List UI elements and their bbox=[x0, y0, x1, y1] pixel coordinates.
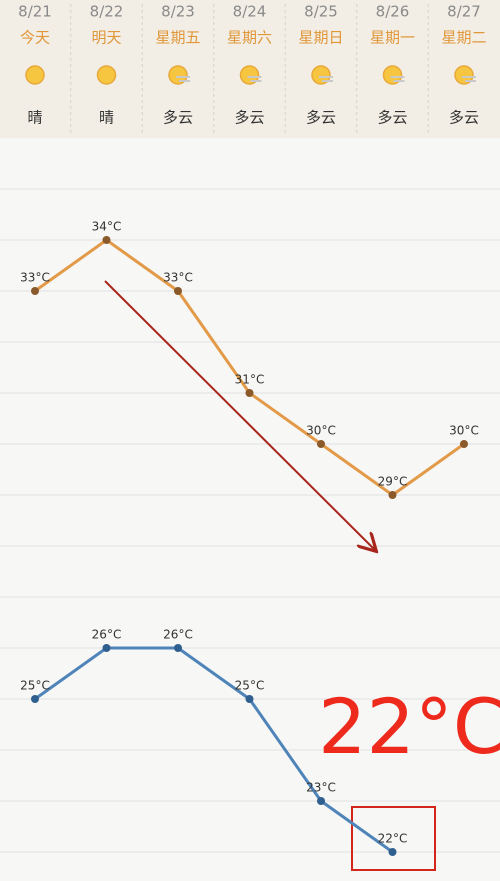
condition-label: 多云 bbox=[306, 109, 336, 127]
sun-icon bbox=[96, 65, 117, 85]
highlight-box bbox=[351, 806, 436, 871]
temperature-label: 31°C bbox=[235, 373, 265, 387]
temperature-label: 23°C bbox=[306, 781, 336, 795]
condition-label: 晴 bbox=[27, 109, 42, 127]
temperature-point bbox=[317, 440, 325, 448]
day-label: 星期日 bbox=[298, 29, 343, 47]
day-label: 今天 bbox=[20, 29, 50, 47]
temperature-point bbox=[388, 848, 397, 856]
date-label: 8/25 bbox=[304, 3, 338, 21]
date-label: 8/27 bbox=[447, 3, 481, 21]
temperature-point bbox=[245, 695, 254, 703]
condition-label: 多云 bbox=[449, 109, 479, 127]
temperature-line bbox=[34, 646, 394, 854]
condition-label: 多云 bbox=[234, 109, 264, 127]
annotation: 22°C bbox=[318, 682, 500, 771]
temperature-chart: 33°C 34°C 33°C 31°C 30°C 29°C 30°C 25°C 26°C 26°C… bbox=[20, 220, 479, 856]
condition-label: 多云 bbox=[163, 109, 193, 127]
date-label: 8/26 bbox=[376, 3, 410, 21]
temperature-label: 33°C bbox=[20, 271, 50, 285]
date-label: 8/24 bbox=[233, 3, 267, 21]
day-label: 星期二 bbox=[441, 29, 486, 47]
temperature-label: 34°C bbox=[92, 220, 122, 234]
trend-arrow bbox=[104, 280, 375, 550]
temperature-point bbox=[174, 287, 182, 295]
temperature-point bbox=[102, 236, 111, 244]
temperature-label: 29°C bbox=[378, 475, 408, 489]
day-label: 星期一 bbox=[370, 29, 415, 47]
temperature-label: 22°C bbox=[378, 832, 408, 846]
temperature-point bbox=[317, 797, 325, 805]
sun-icon bbox=[454, 65, 474, 85]
temperature-point bbox=[245, 389, 254, 397]
sun-icon bbox=[239, 65, 260, 85]
temperature-label: 25°C bbox=[20, 679, 50, 693]
temperature-label: 26°C bbox=[163, 628, 193, 642]
sun-icon bbox=[382, 65, 403, 85]
sun-icon bbox=[168, 65, 188, 85]
temperature-point bbox=[388, 491, 397, 499]
date-label: 8/22 bbox=[90, 3, 124, 21]
temperature-point bbox=[174, 644, 182, 652]
temperature-point bbox=[31, 695, 39, 703]
temperature-point bbox=[31, 287, 39, 295]
date-label: 8/23 bbox=[161, 3, 195, 21]
temperature-label: 25°C bbox=[235, 679, 265, 693]
day-label: 明天 bbox=[91, 29, 121, 47]
condition-label: 多云 bbox=[377, 109, 407, 127]
temperature-label: 30°C bbox=[306, 424, 336, 438]
temperature-label: 33°C bbox=[163, 271, 193, 285]
day-label: 星期六 bbox=[227, 29, 272, 47]
date-label: 8/21 bbox=[18, 3, 52, 21]
temperature-point bbox=[460, 440, 468, 448]
day-label: 星期五 bbox=[155, 29, 200, 47]
sun-icon bbox=[25, 65, 45, 85]
temperature-label: 26°C bbox=[92, 628, 122, 642]
temperature-label: 30°C bbox=[449, 424, 479, 438]
temperature-point bbox=[102, 644, 111, 652]
sun-icon bbox=[311, 65, 331, 85]
condition-label: 晴 bbox=[99, 109, 114, 127]
